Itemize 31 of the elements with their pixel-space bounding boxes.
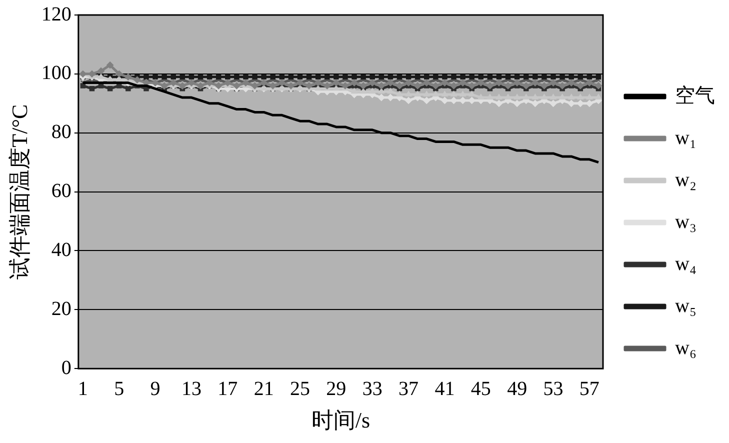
legend-label: 空气 [675, 84, 715, 107]
legend-label: w₆ [675, 336, 696, 359]
x-tick-label: 5 [114, 378, 124, 400]
x-tick-label: 9 [150, 378, 160, 400]
y-tick-label: 100 [41, 62, 72, 84]
y-axis-title: 试件端面温度T/°C [6, 104, 32, 280]
legend-label: w₄ [675, 252, 696, 275]
y-tick-label: 80 [51, 121, 72, 144]
x-tick-label: 25 [290, 378, 310, 400]
legend-label: w₃ [675, 210, 696, 233]
y-tick-label: 60 [51, 180, 72, 202]
x-tick-label: 29 [326, 378, 346, 400]
x-tick-label: 33 [362, 378, 382, 400]
x-tick-label: 21 [254, 378, 274, 400]
legend-label: w₅ [675, 294, 696, 317]
x-tick-label: 37 [398, 378, 419, 400]
x-axis-title: 时间/s [311, 408, 370, 433]
x-tick-label: 45 [470, 378, 491, 400]
y-tick-label: 40 [51, 238, 72, 261]
y-tick-label: 20 [51, 298, 72, 320]
legend-label: w₂ [675, 168, 696, 191]
x-tick-label: 53 [543, 378, 564, 400]
x-tick-label: 13 [181, 378, 202, 400]
x-tick-label: 1 [78, 378, 88, 400]
x-tick-label: 57 [579, 378, 600, 400]
x-tick-label: 41 [434, 378, 455, 400]
y-tick-label: 120 [41, 3, 72, 26]
x-tick-label: 49 [507, 378, 528, 400]
y-tick-label: 0 [61, 356, 72, 379]
x-tick-label: 17 [218, 378, 238, 400]
legend-label: w₁ [675, 126, 696, 149]
